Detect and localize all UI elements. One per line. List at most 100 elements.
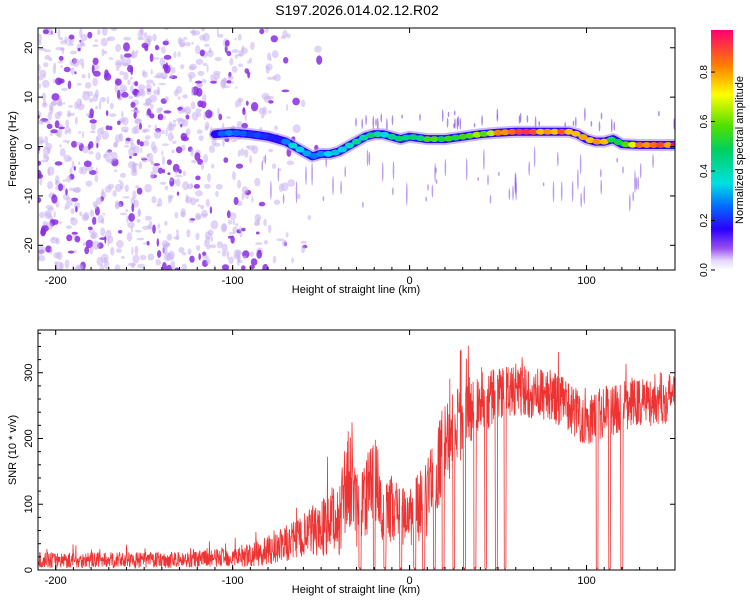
noise-speck — [213, 73, 220, 80]
noise-speck — [137, 37, 145, 41]
noise-speck — [101, 188, 104, 197]
noise-speck — [190, 101, 196, 110]
streak — [560, 181, 563, 202]
noise-speck — [236, 257, 240, 266]
noise-speck — [152, 82, 156, 87]
noise-speck — [191, 160, 197, 164]
noise-speck — [181, 263, 187, 270]
streak — [282, 193, 285, 204]
noise-speck — [71, 140, 78, 148]
noise-speck — [143, 128, 150, 133]
noise-speck — [65, 225, 72, 230]
noise-speck — [50, 236, 59, 244]
streak — [431, 184, 434, 198]
colorbar-gradient — [711, 30, 733, 270]
noise-speck — [244, 112, 247, 121]
noise-speck — [210, 80, 217, 84]
noise-speck — [200, 162, 204, 171]
ridge-blob — [578, 134, 588, 141]
noise-speck — [62, 179, 67, 182]
noise-speck — [71, 197, 79, 202]
noise-speck — [110, 151, 118, 161]
ridge-blob — [486, 130, 496, 137]
noise-speck — [156, 86, 161, 96]
ridge-blob — [500, 129, 510, 136]
noise-speck — [227, 75, 234, 81]
noise-speck — [84, 246, 90, 255]
noise-speck — [202, 94, 207, 103]
streak — [542, 182, 545, 187]
noise-speck — [204, 125, 209, 131]
spectrogram-y-tick-label: 0 — [23, 143, 35, 149]
noise-speck — [100, 227, 106, 237]
noise-speck — [195, 58, 204, 65]
ridge-blob — [649, 142, 659, 148]
spectrogram-y-tick-label: 10 — [23, 91, 35, 103]
noise-speck — [307, 215, 312, 221]
ridge-blob — [316, 150, 326, 157]
noise-speck — [262, 106, 268, 116]
noise-speck — [177, 51, 181, 57]
noise-speck — [262, 263, 269, 270]
ridge-blob — [465, 132, 475, 139]
noise-speck — [195, 108, 202, 113]
noise-speck — [108, 125, 113, 131]
noise-speck — [87, 226, 93, 231]
noise-speck — [195, 45, 201, 55]
noise-speck — [79, 58, 84, 66]
noise-speck — [133, 199, 139, 208]
noise-speck — [143, 32, 148, 39]
noise-speck — [152, 57, 160, 60]
noise-speck — [121, 116, 129, 126]
noise-speck — [184, 42, 191, 47]
noise-speck — [221, 243, 228, 253]
noise-speck — [89, 246, 94, 255]
noise-speck — [47, 166, 55, 176]
noise-speck — [130, 76, 133, 80]
streak — [305, 165, 307, 186]
noise-speck — [170, 260, 176, 270]
noise-speck — [140, 156, 147, 160]
noise-speck — [276, 238, 284, 242]
noise-speck — [151, 141, 156, 151]
ridge-blob — [592, 138, 602, 145]
noise-speck — [46, 123, 53, 129]
noise-speck — [163, 54, 172, 60]
noise-speck — [161, 150, 164, 156]
noise-speck — [206, 64, 209, 73]
noise-speck — [126, 215, 129, 224]
noise-speck — [314, 45, 322, 53]
noise-speck — [43, 62, 49, 68]
noise-speck — [104, 69, 109, 78]
noise-speck — [278, 168, 282, 172]
streak — [277, 167, 280, 182]
noise-speck — [249, 155, 253, 164]
noise-speck — [78, 131, 82, 134]
noise-speck — [137, 84, 146, 91]
noise-speck — [263, 240, 269, 245]
ridge-blob — [599, 138, 609, 145]
ridge-blob — [401, 134, 411, 141]
noise-speck — [135, 185, 140, 189]
noise-speck — [87, 31, 93, 39]
noise-speck — [210, 236, 214, 242]
noise-speck — [94, 39, 98, 43]
noise-speck — [147, 253, 155, 261]
noise-speck — [144, 183, 152, 193]
noise-speck — [85, 239, 94, 249]
noise-speck — [59, 221, 62, 225]
noise-speck — [241, 122, 248, 129]
noise-speck — [70, 67, 75, 75]
figure-title: S197.2026.014.02.12.R02 — [275, 2, 439, 18]
noise-speck — [108, 113, 117, 117]
streak — [473, 123, 476, 128]
noise-speck — [185, 114, 190, 120]
noise-speck — [118, 230, 123, 234]
ridge-blob — [359, 134, 369, 141]
noise-speck — [89, 130, 96, 134]
noise-speck — [235, 163, 244, 169]
colorbar: 0.0 0.2 0.4 0.6 0.8 Normalized spectral ampl… — [699, 30, 746, 277]
noise-speck — [113, 140, 118, 147]
noise-speck — [269, 57, 272, 61]
